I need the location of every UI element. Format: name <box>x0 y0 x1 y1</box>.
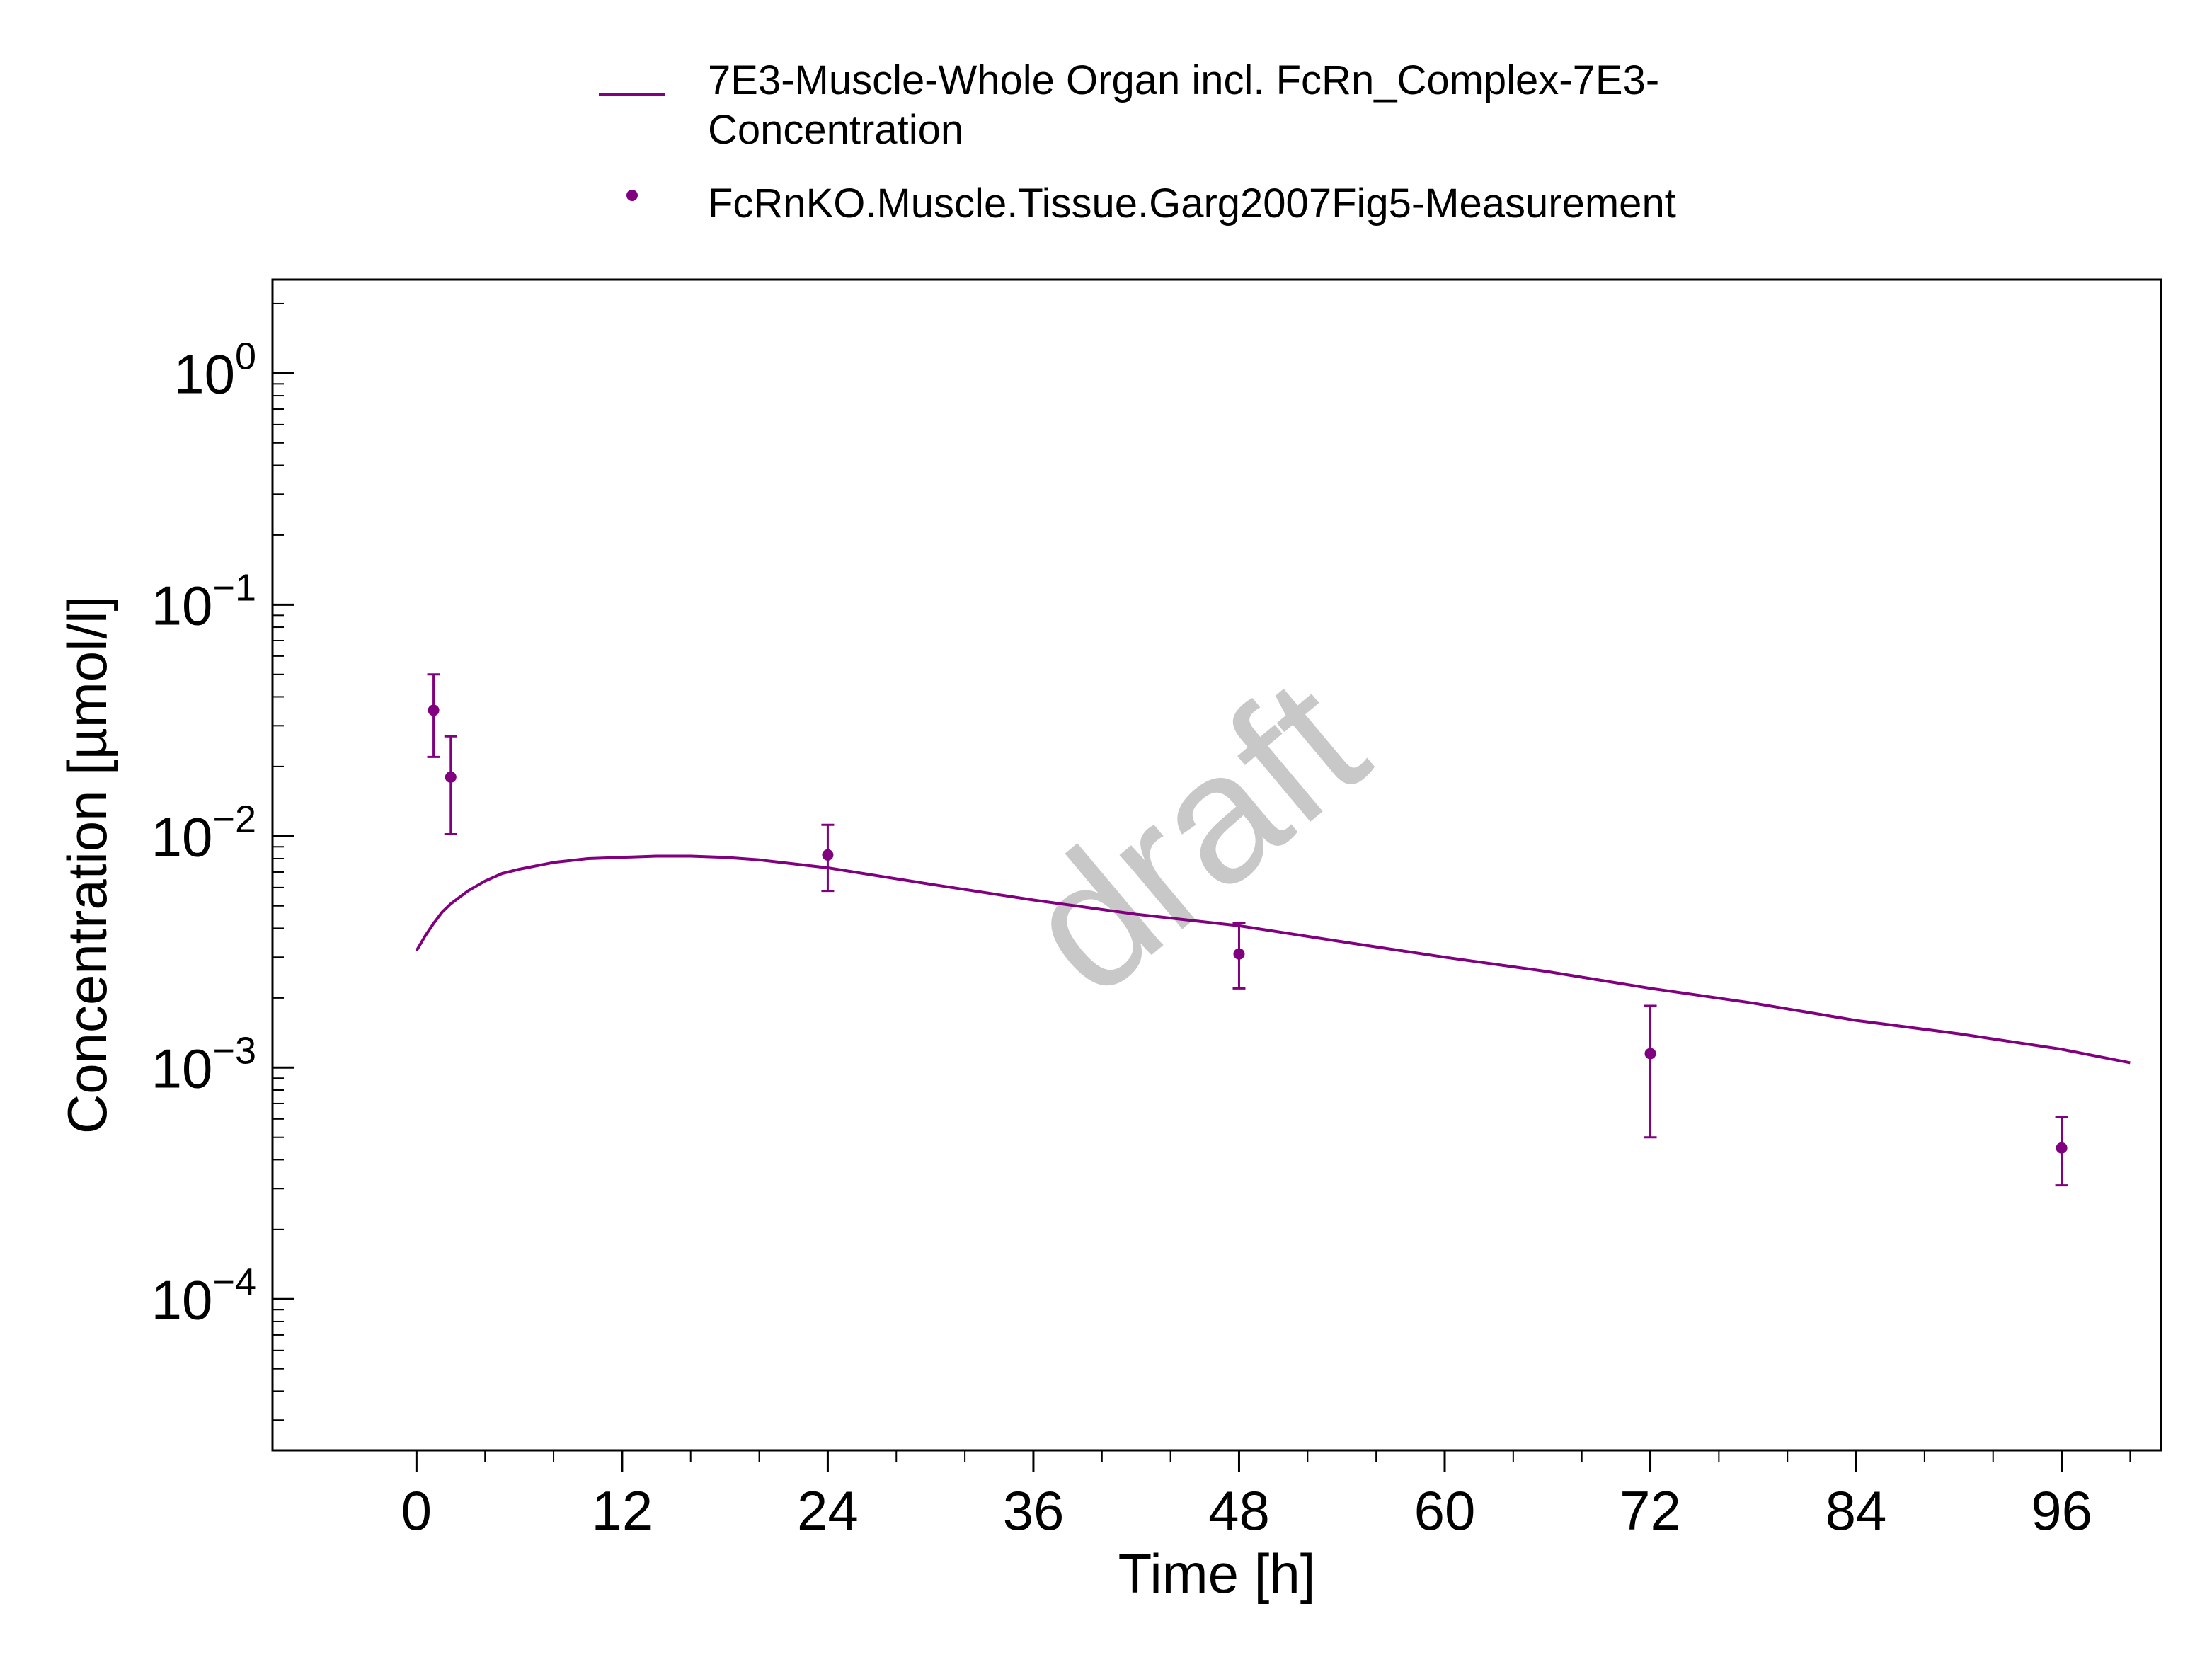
x-tick-label: 0 <box>401 1479 432 1542</box>
x-tick-label: 72 <box>1620 1479 1681 1542</box>
y-tick-label-base: 10 <box>151 806 213 868</box>
y-tick-label: 10−2 <box>151 798 256 868</box>
measurement-point <box>2056 1142 2068 1154</box>
x-tick-label: 96 <box>2031 1479 2092 1542</box>
legend-label-line-series: 7E3-Muscle-Whole Organ incl. FcRn_Comple… <box>708 57 1671 153</box>
legend-label-line-1: 7E3-Muscle-Whole Organ incl. FcRn_Comple… <box>708 57 1659 103</box>
plot-area-frame <box>271 278 2162 1452</box>
simulation-curve <box>415 854 2131 1065</box>
x-tick-label: 36 <box>1003 1479 1065 1542</box>
y-tick-label: 10−4 <box>151 1261 256 1331</box>
x-tick-label: 12 <box>592 1479 653 1542</box>
x-tick-label: 84 <box>1826 1479 1887 1542</box>
x-tick-label: 60 <box>1414 1479 1476 1542</box>
series-layer <box>415 673 2131 1187</box>
y-tick-label-exponent: −3 <box>212 1029 256 1072</box>
x-axis-title: Time [h] <box>1118 1542 1316 1605</box>
y-tick-label-exponent: −1 <box>212 566 256 609</box>
measurement-point <box>1233 948 1245 960</box>
legend-label-line-2: Concentration <box>708 107 963 153</box>
measurement-point <box>822 849 834 861</box>
x-tick-label: 24 <box>797 1479 859 1542</box>
y-tick-label: 100 <box>173 335 256 405</box>
x-tick-label: 48 <box>1208 1479 1270 1542</box>
legend: 7E3-Muscle-Whole Organ incl. FcRn_Comple… <box>599 57 1676 227</box>
y-tick-label-base: 10 <box>151 1037 213 1099</box>
y-axis-title: Concentration [µmol/l] <box>56 596 118 1134</box>
measurement-point <box>428 704 440 716</box>
measurement-point <box>1644 1048 1656 1060</box>
x-axis: 0 12 24 36 48 60 72 84 96 <box>401 1450 2131 1542</box>
y-tick-label-base: 10 <box>173 343 235 405</box>
y-tick-label: 10−3 <box>151 1029 256 1099</box>
legend-marker-swatch <box>626 190 638 201</box>
y-tick-label-base: 10 <box>151 574 213 636</box>
y-tick-label-exponent: 0 <box>235 335 256 377</box>
y-tick-label-exponent: −2 <box>212 798 256 840</box>
measurement-point <box>445 771 457 783</box>
legend-label-measurement-series: FcRnKO.Muscle.Tissue.Garg2007Fig5-Measur… <box>708 180 1676 227</box>
y-tick-label: 10−1 <box>151 566 256 636</box>
y-tick-label-base: 10 <box>151 1268 213 1331</box>
y-tick-label-exponent: −4 <box>212 1261 256 1303</box>
